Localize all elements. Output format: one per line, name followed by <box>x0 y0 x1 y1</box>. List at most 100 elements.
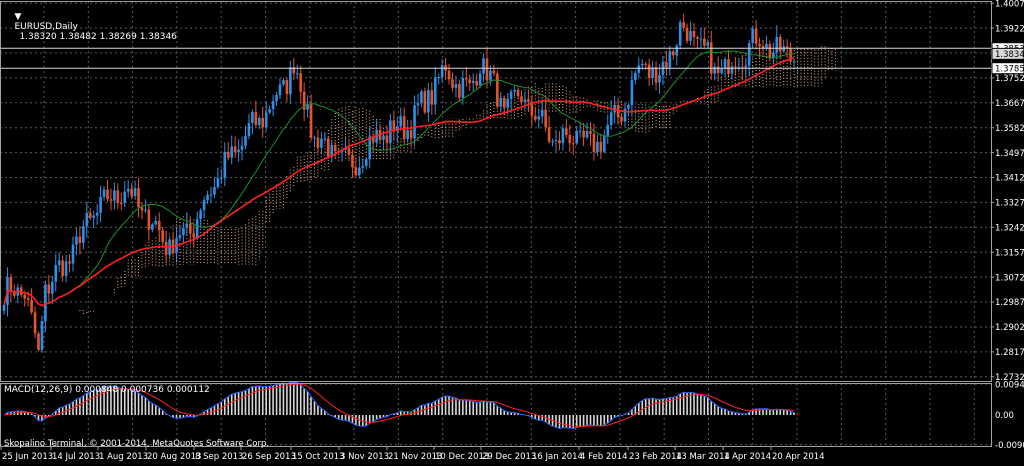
candle-body <box>209 194 213 196</box>
horizontal-levels[interactable] <box>0 47 991 69</box>
macd-tick-label: 0.00 <box>995 411 1014 421</box>
candle-body <box>254 112 258 126</box>
candle-body <box>609 112 613 125</box>
candle-body <box>154 221 158 225</box>
candle-body <box>758 43 761 47</box>
candle-body <box>492 70 496 74</box>
time-tick-label: 29 Dec 2013 <box>482 452 536 462</box>
candle-body <box>458 84 461 98</box>
price-tick-label: 1.28175 <box>995 348 1024 358</box>
candle-body <box>558 140 561 144</box>
candle-body <box>437 77 440 79</box>
price-label-box <box>991 47 1024 60</box>
candle-body <box>88 213 92 218</box>
candle-body <box>706 42 710 46</box>
candle-body <box>271 101 275 110</box>
candle-body <box>561 128 565 144</box>
candle-body <box>385 135 389 143</box>
candle-body <box>547 127 551 142</box>
candle-body <box>741 66 744 68</box>
candle-body <box>709 42 713 74</box>
macd-tick-label: -0.009086 <box>995 441 1024 451</box>
candle-body <box>51 281 54 294</box>
candle-body <box>423 91 427 113</box>
candle-body <box>489 70 492 81</box>
candle-body <box>468 79 472 83</box>
candle-body <box>530 101 534 116</box>
candle-body <box>182 227 185 236</box>
candle-body <box>409 130 413 139</box>
price-tick-label: 1.35825 <box>995 124 1024 134</box>
dropdown-triangle-icon[interactable]: ▼ <box>14 12 22 22</box>
candle-body <box>606 124 610 136</box>
time-tick-label: 14 Jul 2013 <box>52 452 100 462</box>
candle-body <box>585 131 589 138</box>
candle-body <box>785 46 789 49</box>
candle-body <box>230 146 233 158</box>
candle-body <box>68 261 71 264</box>
candle-body <box>213 187 216 195</box>
candle-body <box>40 321 44 350</box>
candle-body <box>716 66 720 74</box>
candle-body <box>596 141 599 153</box>
candle-body <box>651 67 654 78</box>
candle-body <box>792 61 796 63</box>
candle-body <box>592 133 596 153</box>
candle-body <box>306 104 309 110</box>
candle-body <box>33 312 37 334</box>
candle-body <box>233 146 237 153</box>
time-tick-label: 8 Sep 2013 <box>195 452 243 462</box>
time-tick-label: 23 Feb 2014 <box>629 452 682 462</box>
candle-body <box>654 67 658 83</box>
candle-body <box>371 136 375 143</box>
candle-body <box>137 188 140 208</box>
candle-body <box>223 151 227 178</box>
candle-body <box>761 46 765 49</box>
candle-body <box>192 233 196 238</box>
candle-body <box>720 68 723 74</box>
candle-body <box>120 202 123 204</box>
candle-body <box>244 136 247 146</box>
candle-body <box>347 148 351 155</box>
candles <box>2 13 796 353</box>
candle-body <box>178 235 182 239</box>
time-tick-label: 15 Oct 2013 <box>292 452 345 462</box>
candle-body <box>692 30 696 38</box>
time-tick-label: 1 Apr 2014 <box>724 452 771 462</box>
candle-body <box>64 261 68 276</box>
time-tick-label: 20 Apr 2014 <box>772 452 825 462</box>
candle-body <box>772 52 775 59</box>
candle-body <box>699 38 703 40</box>
candle-body <box>71 244 75 264</box>
candle-body <box>57 260 61 266</box>
time-tick-label: 1 Aug 2013 <box>99 452 148 462</box>
candle-body <box>9 276 13 292</box>
candle-body <box>413 105 416 139</box>
candle-body <box>575 130 578 144</box>
candle-body <box>151 224 154 230</box>
candle-body <box>678 22 682 46</box>
candle-body <box>199 210 202 220</box>
candle-body <box>751 28 754 44</box>
candle-body <box>644 63 647 65</box>
candle-body <box>264 112 268 128</box>
candle-body <box>316 137 320 148</box>
candle-body <box>206 194 209 201</box>
candle-body <box>282 80 285 85</box>
macd-axis: 0.009437 0.00 -0.009086 <box>995 380 1024 450</box>
candle-body <box>258 117 261 126</box>
candle-body <box>534 115 537 120</box>
candle-body <box>251 112 254 124</box>
time-tick-label: 25 Jun 2013 <box>2 452 53 462</box>
candle-body <box>571 143 575 145</box>
candle-body <box>320 138 323 148</box>
candle-body <box>640 63 644 66</box>
candle-body <box>140 207 144 211</box>
candle-body <box>392 120 396 132</box>
price-panel-frame <box>0 1 992 382</box>
price-grid <box>0 1 991 381</box>
candle-body <box>537 116 541 120</box>
time-tick-label: 3 Nov 2013 <box>340 452 389 462</box>
